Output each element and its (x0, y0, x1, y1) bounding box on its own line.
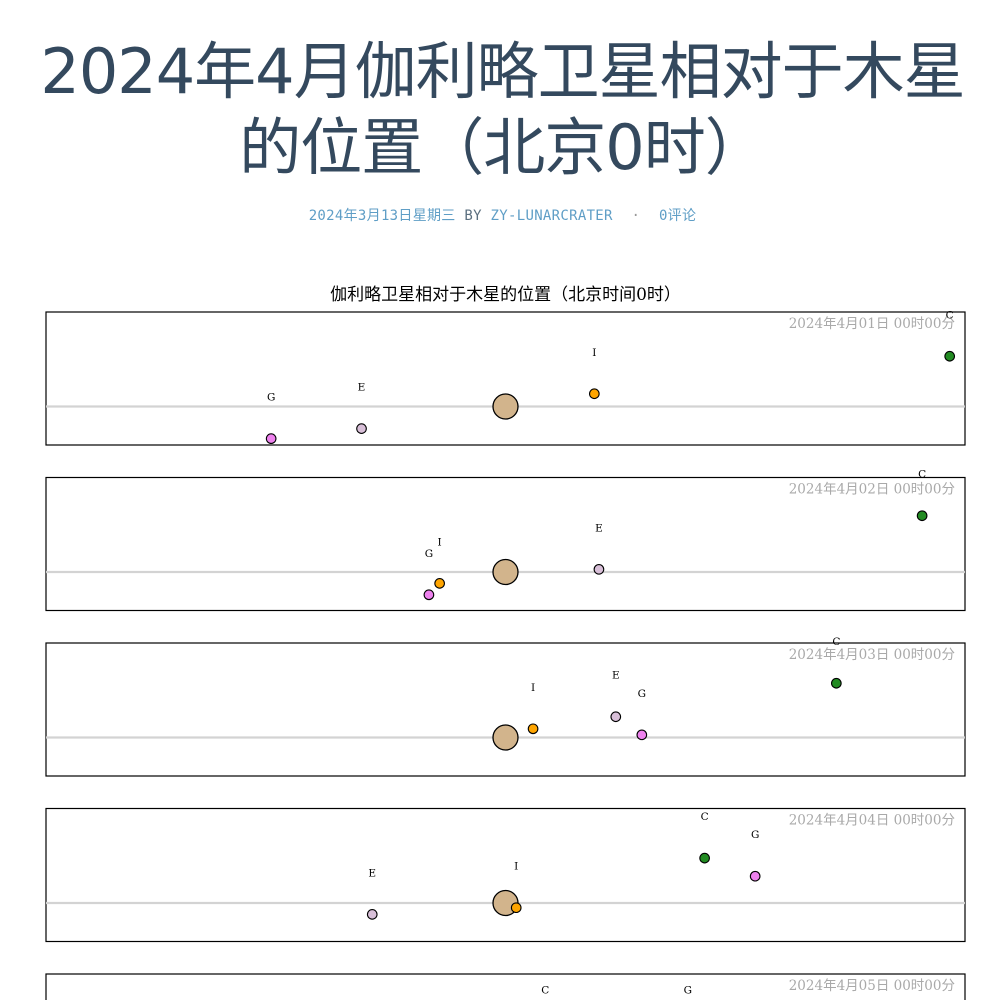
panel-date-label: 2024年4月03日 00时00分 (789, 647, 955, 663)
moon-label-C: C (946, 309, 954, 321)
moon-label-E: E (612, 670, 620, 682)
moon-label-C: C (541, 985, 549, 997)
post-title: 2024年4月伽利略卫星相对于木星 的位置（北京0时） (20, 34, 985, 186)
moon-marker-C (944, 350, 956, 362)
moon-marker-E (356, 423, 367, 434)
moon-label-E: E (358, 382, 366, 394)
moon-marker-C (830, 677, 842, 689)
jupiter-marker (492, 558, 519, 586)
moon-marker-G (749, 870, 761, 882)
moon-label-G: G (638, 688, 646, 700)
moon-marker-E (366, 909, 378, 920)
moon-label-I: I (592, 347, 596, 359)
panel-frame (45, 973, 966, 1000)
moon-marker-I (527, 723, 539, 735)
moon-marker-E (610, 711, 622, 723)
chart-title: 伽利略卫星相对于木星的位置（北京时间0时） (330, 285, 681, 305)
panel-date-label: 2024年4月02日 00时00分 (789, 482, 955, 498)
moon-marker-E (593, 563, 605, 575)
post-title-line1: 2024年4月伽利略卫星相对于木星 (40, 35, 965, 108)
moon-label-I: I (438, 536, 442, 548)
moon-marker-I (510, 902, 522, 914)
moon-label-C: C (918, 469, 926, 481)
moon-label-E: E (595, 522, 603, 534)
panel-date-label: 2024年4月01日 00时00分 (789, 316, 955, 332)
moon-label-G: G (425, 548, 433, 560)
panel-frame (45, 476, 966, 612)
moon-marker-I (434, 578, 445, 589)
moon-label-I: I (531, 682, 535, 694)
moon-label-I: I (514, 861, 518, 873)
moon-label-G: G (267, 392, 275, 404)
moon-marker-C (916, 510, 928, 522)
moon-marker-C (699, 852, 710, 864)
byline-label: BY (464, 208, 482, 224)
moon-label-E: E (368, 867, 376, 879)
jupiter-marker (492, 393, 519, 420)
comments-link[interactable]: 0评论 (658, 208, 697, 224)
moon-label-G: G (684, 985, 692, 997)
post-date-link[interactable]: 2024年3月13日星期三 (308, 208, 456, 224)
moon-label-C: C (701, 811, 709, 823)
post-title-line2: 的位置（北京0时） (239, 111, 766, 184)
jupiter-marker (492, 724, 519, 751)
moon-marker-I (588, 388, 600, 400)
moon-label-G: G (751, 829, 759, 841)
panel-date-label: 2024年4月05日 00时00分 (789, 978, 955, 994)
author-link[interactable]: ZY-LUNARCRATER (490, 208, 613, 224)
moon-label-C: C (832, 636, 840, 648)
panel-frame (45, 642, 966, 777)
meta-separator: · (631, 208, 641, 224)
panel-frame (45, 807, 966, 943)
panel-date-label: 2024年4月04日 00时00分 (789, 813, 955, 829)
panel-frame (45, 311, 966, 446)
moon-marker-G (636, 729, 648, 741)
post-meta: 2024年3月13日星期三 BY ZY-LUNARCRATER · 0评论 (0, 205, 1000, 225)
moon-marker-G (423, 589, 435, 601)
moon-marker-G (265, 433, 277, 445)
